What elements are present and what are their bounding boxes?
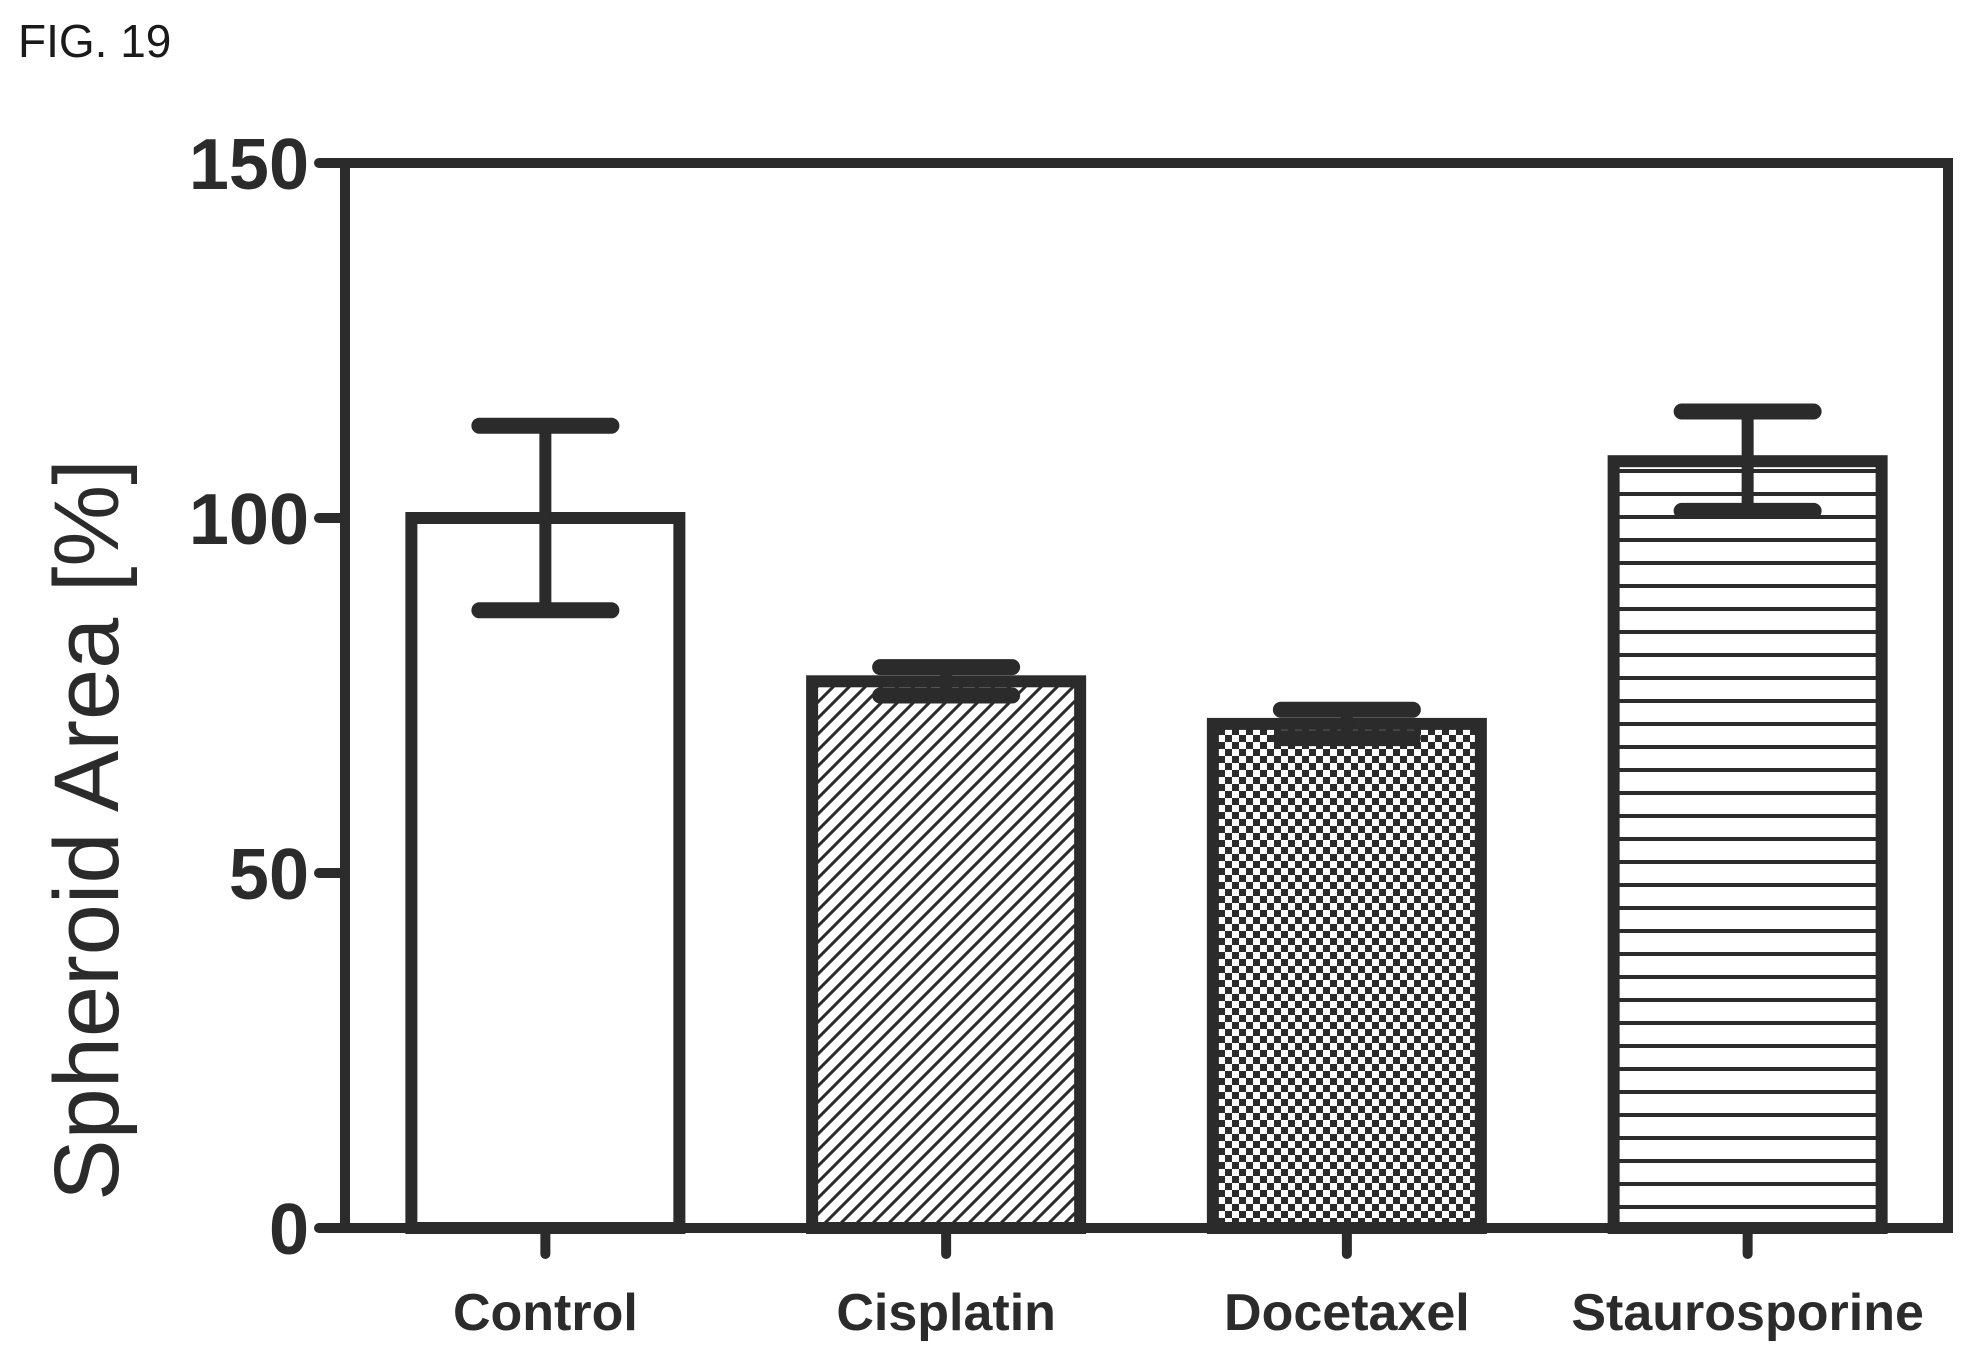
x-tick-label-control: Control xyxy=(453,1284,638,1342)
y-tick-label: 150 xyxy=(189,125,309,205)
bar-staurosporine xyxy=(1607,455,1888,1234)
y-tick-label: 0 xyxy=(269,1190,309,1270)
bar-docetaxel xyxy=(1206,717,1487,1235)
error-bar-staurosporine xyxy=(1673,403,1822,519)
x-tick-label-staurosporine: Staurosporine xyxy=(1571,1284,1924,1342)
figure-label: FIG. 19 xyxy=(18,15,172,67)
y-tick-label: 50 xyxy=(229,835,309,915)
error-bar-control xyxy=(471,417,620,619)
x-tick-label-cisplatin: Cisplatin xyxy=(836,1284,1056,1342)
x-tick-label-docetaxel: Docetaxel xyxy=(1224,1284,1470,1342)
error-bar-docetaxel xyxy=(1272,701,1421,747)
plot-frame xyxy=(340,158,1953,1233)
y-axis-label: Spheroid Area [%] xyxy=(36,459,138,1201)
y-tick-label: 100 xyxy=(189,480,309,560)
error-bar-cisplatin xyxy=(872,659,1021,704)
bar-control xyxy=(405,512,686,1234)
bar-cisplatin xyxy=(806,675,1087,1234)
